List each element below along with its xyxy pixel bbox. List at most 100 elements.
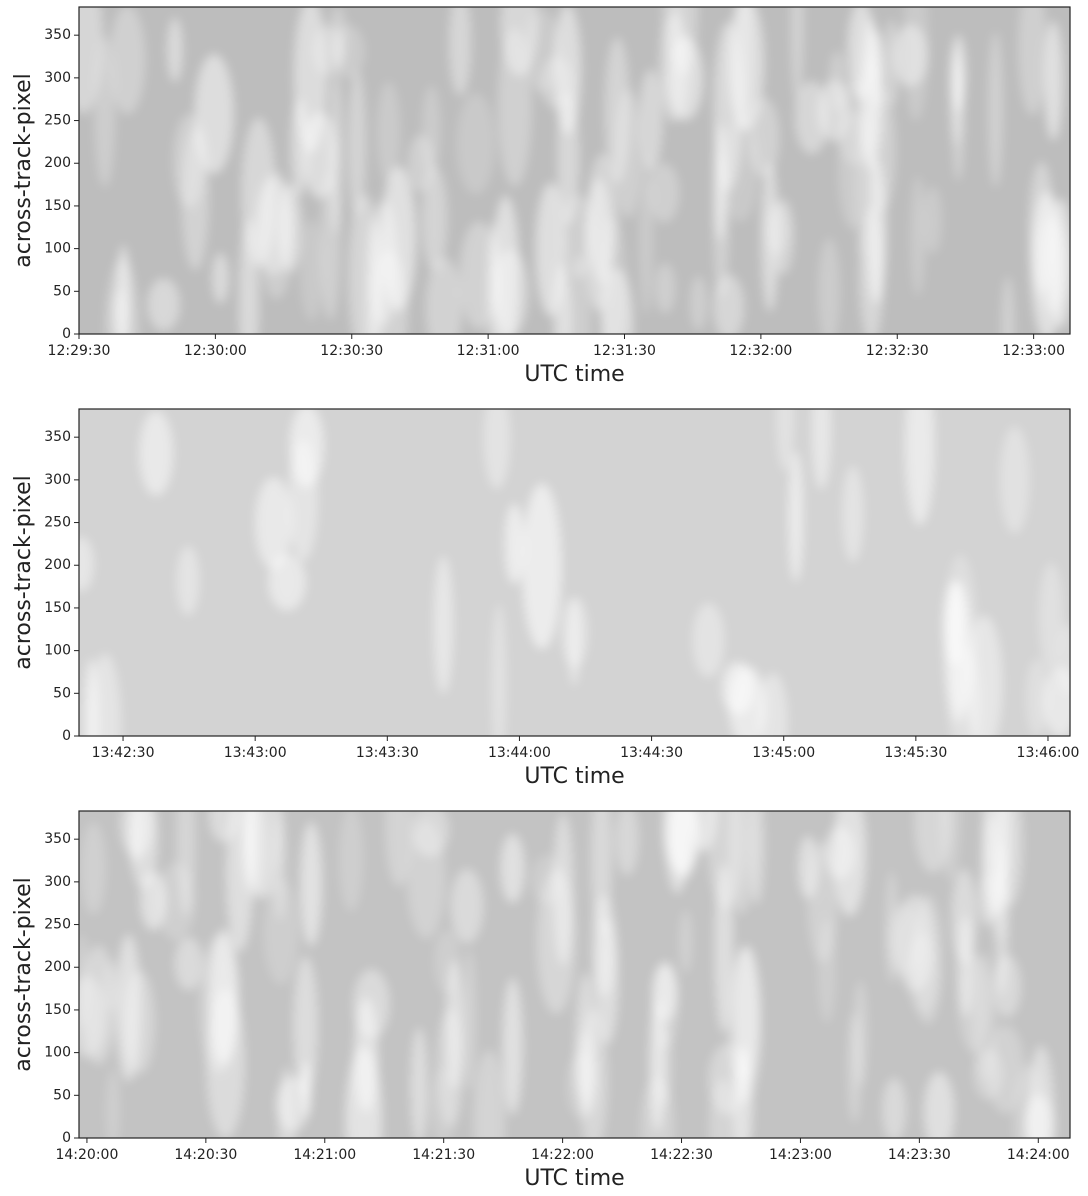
plot-frame: [78, 810, 1071, 1139]
heatmap-streak: [811, 409, 832, 490]
heatmap-streak: [1034, 216, 1069, 313]
x-tick-label: 14:24:00: [1007, 1147, 1070, 1163]
heatmap-streak: [981, 814, 1001, 925]
heatmap-streak: [561, 596, 589, 668]
heatmap-streak: [818, 237, 841, 334]
heatmap-streak: [910, 175, 926, 297]
y-tick-label: 150: [44, 1002, 71, 1018]
heatmap-streak: [951, 868, 977, 965]
heatmap-streak: [790, 7, 804, 102]
heatmap-streak: [456, 92, 496, 195]
x-tick-label: 12:29:30: [48, 343, 111, 359]
heatmap-streak: [1025, 658, 1049, 736]
heatmap-texture: [79, 811, 1056, 1138]
y-axis-label: across-track-pixel: [11, 877, 36, 1071]
heatmap-streak: [893, 24, 928, 87]
heatmap-streak: [604, 36, 630, 184]
heatmap-streak: [788, 450, 804, 583]
y-tick-label: 100: [44, 643, 71, 659]
heatmap-streak: [208, 811, 239, 843]
heatmap-streak: [156, 862, 196, 941]
heatmap-streak: [504, 503, 525, 585]
heatmap-streak: [1043, 666, 1070, 736]
heatmap-streak: [329, 69, 343, 235]
heatmap-streak: [855, 106, 868, 258]
plot-frame: [78, 6, 1071, 335]
x-tick-label: 14:22:30: [650, 1147, 713, 1163]
heatmap-streak: [721, 116, 759, 223]
heatmap-image: [79, 409, 1070, 736]
heatmap-streak: [167, 17, 183, 83]
heatmap-streak: [289, 409, 324, 488]
heatmap-streak: [79, 536, 94, 592]
heatmap-streak: [958, 953, 991, 1053]
y-tick-label: 0: [62, 728, 71, 744]
heatmap-streak: [615, 811, 639, 876]
heatmap-streak: [430, 1067, 457, 1138]
heatmap-streak: [199, 935, 239, 1074]
y-tick-label: 250: [44, 113, 71, 129]
heatmap-streak: [486, 222, 501, 334]
heatmap-streak: [817, 918, 836, 1024]
heatmap-streak: [181, 127, 210, 271]
heatmap-streak: [692, 602, 725, 678]
heatmap-streak: [139, 410, 174, 496]
y-tick-label: 250: [44, 515, 71, 531]
heatmap-streak: [421, 166, 448, 272]
heatmap-streak: [950, 34, 966, 112]
heatmap-streak: [842, 465, 864, 563]
heatmap-streak: [728, 666, 767, 736]
heatmap-streak: [385, 811, 413, 887]
y-tick-label: 50: [53, 685, 71, 701]
heatmap-streak: [347, 70, 367, 217]
heatmap-streak: [194, 53, 234, 174]
heatmap-streak: [268, 554, 307, 611]
heatmap-streak: [94, 35, 116, 188]
y-tick-label: 50: [53, 283, 71, 299]
heatmap-streak: [109, 7, 146, 115]
x-tick-label: 12:33:00: [1002, 343, 1065, 359]
heatmap-streak: [339, 811, 364, 912]
heatmap-streak: [212, 252, 229, 304]
heatmap-streak: [433, 555, 454, 694]
heatmap-streak: [943, 553, 978, 711]
heatmap-streak: [758, 672, 788, 736]
y-tick-label: 50: [53, 1087, 71, 1103]
heatmap-streak: [241, 117, 276, 268]
heatmap-streak: [116, 934, 141, 1082]
y-tick-label: 350: [44, 429, 71, 445]
heatmap-streak: [276, 1076, 310, 1132]
heatmap-streak: [882, 1077, 907, 1138]
y-tick-label: 350: [44, 831, 71, 847]
heatmap-streak: [1018, 7, 1047, 116]
heatmap-texture: [79, 409, 1070, 736]
heatmap-streak: [575, 972, 597, 1115]
heatmap-streak: [119, 811, 154, 858]
heatmap-streak: [557, 91, 580, 226]
heatmap-streak: [176, 545, 200, 616]
heatmap-streak: [1012, 1064, 1046, 1138]
heatmap-streak: [522, 483, 562, 650]
heatmap-streak: [776, 409, 795, 472]
x-tick-label: 12:32:00: [729, 343, 792, 359]
heatmap-streak: [290, 98, 309, 197]
y-tick-label: 100: [44, 1045, 71, 1061]
heatmap-streak: [923, 1071, 955, 1138]
heatmap-streak: [707, 811, 745, 910]
x-tick-label: 14:21:30: [412, 1147, 475, 1163]
x-tick-label: 13:45:00: [752, 745, 815, 761]
heatmap-streak: [999, 426, 1030, 534]
heatmap-streak: [425, 257, 463, 334]
heatmap-streak: [244, 811, 283, 899]
heatmap-streak: [689, 275, 708, 331]
heatmap-streak: [654, 262, 676, 314]
heatmap-streak: [473, 1049, 505, 1138]
y-tick-label: 350: [44, 27, 71, 43]
heatmap-streak: [562, 194, 595, 279]
heatmap-streak: [255, 476, 293, 570]
y-tick-label: 150: [44, 600, 71, 616]
heatmap-streak: [817, 79, 851, 142]
heatmap-streak: [535, 182, 567, 317]
x-tick-label: 14:20:00: [55, 1147, 118, 1163]
